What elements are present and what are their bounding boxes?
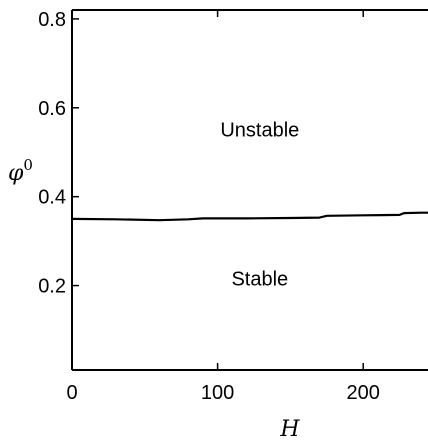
- x-tick-label: 100: [201, 382, 234, 404]
- y-tick-label: 0.2: [38, 276, 66, 298]
- x-tick-label: 200: [347, 382, 380, 404]
- y-tick-label: 0.6: [38, 98, 66, 120]
- x-tick-label: 0: [66, 382, 77, 404]
- y-axis-label: φ0: [8, 156, 33, 186]
- region-label-unstable: Unstable: [220, 120, 299, 142]
- y-axis-label-base: φ: [8, 161, 24, 186]
- y-axis-label-superscript: 0: [23, 156, 33, 174]
- y-tick-label: 0.8: [38, 9, 66, 31]
- y-tick-label: 0.4: [38, 187, 66, 209]
- stability-boundary-line: [71, 211, 428, 222]
- region-label-stable: Stable: [231, 269, 288, 291]
- x-axis-label: H: [279, 417, 300, 441]
